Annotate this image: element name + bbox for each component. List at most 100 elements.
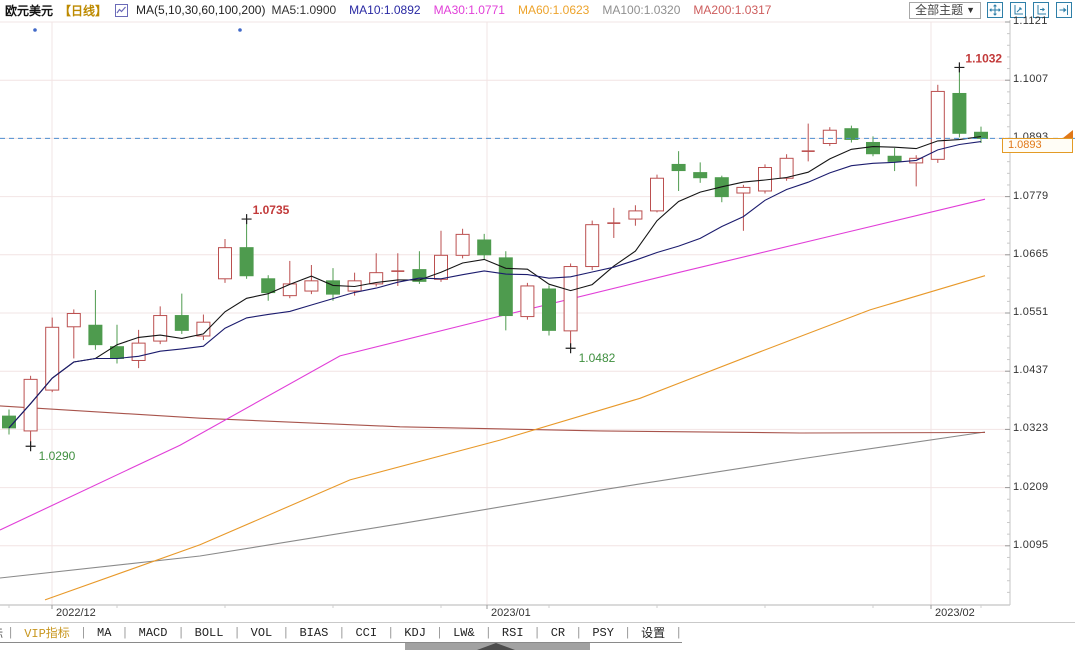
candle-down[interactable] [326, 280, 340, 295]
tab-BIAS[interactable]: BIAS [299, 625, 329, 640]
y-axis-label: 1.1121 [1013, 15, 1048, 27]
candle-up[interactable] [45, 326, 60, 391]
legend-bar: 欧元美元 【日线】 MA(5,10,30,60,100,200) MA5:1.0… [0, 0, 1075, 20]
collapse-right-icon [1059, 5, 1068, 15]
candle-down[interactable] [261, 278, 276, 294]
candle-up[interactable] [585, 224, 600, 268]
tab-separator: | [121, 625, 129, 640]
candle-down[interactable] [239, 247, 254, 277]
tab-PSY[interactable]: PSY [592, 625, 614, 640]
tab-RSI[interactable]: RSI [501, 625, 524, 640]
x-axis-label: 2023/01 [491, 607, 531, 619]
candle-up[interactable] [304, 280, 319, 292]
tab-separator: | [533, 625, 541, 640]
taskbar-peek[interactable] [405, 643, 590, 650]
theme-dropdown-label: 全部主题 [915, 2, 964, 17]
candle-up[interactable] [66, 313, 81, 328]
candle-up[interactable] [628, 210, 643, 220]
tab-separator: | [484, 625, 492, 640]
tab-separator: | [387, 625, 395, 640]
candle-down[interactable] [952, 92, 967, 134]
tab-separator: | [7, 625, 15, 640]
candle-up[interactable] [563, 266, 578, 332]
candle-down[interactable] [174, 315, 189, 331]
tab-MA[interactable]: MA [97, 625, 112, 640]
ma5-line [8, 136, 982, 429]
up-arrow-icon [477, 643, 515, 650]
tab-CR[interactable]: CR [550, 625, 566, 640]
ma-legend-item: MA5:1.0900 [271, 3, 337, 17]
candle-down[interactable] [498, 257, 513, 317]
tab-separator: | [575, 625, 583, 640]
tab-KDJ[interactable]: KDJ [404, 625, 426, 640]
y-axis-label: 1.0665 [1013, 247, 1049, 260]
candle-up[interactable] [650, 177, 664, 212]
candle-down[interactable] [866, 141, 880, 155]
indicator-tab-bar: 标|VIP指标|MA|MACD|BOLL|VOL|BIAS|CCI|KDJ|LW… [0, 622, 1075, 643]
collapse-panel-button[interactable] [1056, 2, 1072, 18]
candle-up[interactable] [736, 186, 751, 194]
ma-legend: MA5:1.0900 MA10:1.0892 MA30:1.0771 MA60:1.0… [271, 3, 771, 17]
candle-up[interactable] [822, 129, 837, 145]
tab-separator: | [79, 625, 88, 640]
clipped-tab-glyph: 标 [0, 625, 7, 641]
tab-CCI[interactable]: CCI [355, 625, 378, 640]
last-price-badge: 1.0893 [1002, 138, 1073, 153]
annotation-low-label: 1.0482 [579, 351, 616, 365]
y-axis-label: 1.0551 [1013, 306, 1049, 318]
y-axis-label: 1.0095 [1013, 538, 1049, 551]
candle-down[interactable] [477, 239, 492, 256]
tab-separator: | [623, 625, 632, 640]
candle-up[interactable] [153, 315, 168, 342]
tab-设置[interactable]: 设置 [641, 627, 666, 641]
candle-up[interactable] [218, 247, 232, 280]
tab-VIP指标[interactable]: VIP指标 [24, 627, 70, 641]
tab-VOL[interactable]: VOL [250, 625, 273, 640]
candle-down[interactable] [110, 346, 124, 359]
candle-down[interactable] [542, 288, 556, 331]
y-axis-label: 1.0209 [1013, 480, 1049, 493]
y-axis-scale-button[interactable] [1010, 2, 1026, 18]
candle-up[interactable] [369, 272, 384, 285]
candle-down[interactable] [693, 172, 708, 179]
candle-down[interactable] [88, 324, 103, 346]
ma-legend-item: MA30:1.0771 [433, 3, 505, 17]
candle-down[interactable] [671, 163, 686, 172]
tab-separator: | [177, 625, 185, 640]
tab-separator: | [282, 625, 290, 640]
theme-dropdown-button[interactable]: 全部主题 ▼ [909, 1, 981, 19]
candle-down[interactable] [844, 128, 859, 140]
candle-up[interactable] [282, 283, 297, 297]
candle-up[interactable] [131, 342, 146, 361]
tab-separator: | [675, 625, 683, 640]
ma-legend-item: MA60:1.0623 [517, 3, 590, 17]
x-axis-pan-icon [1037, 5, 1046, 15]
candle-up[interactable] [434, 254, 448, 280]
tab-separator: | [233, 625, 241, 640]
tab-MACD[interactable]: MACD [138, 625, 168, 640]
candle-up[interactable] [196, 321, 211, 337]
candle-down[interactable] [412, 269, 427, 282]
event-dot [238, 28, 242, 32]
candle-up[interactable] [23, 378, 38, 432]
candle-up[interactable] [779, 157, 794, 179]
extreme-cross-marker [25, 441, 36, 452]
ma200-line [0, 405, 986, 434]
ma-group-label: MA(5,10,30,60,100,200) [136, 3, 266, 17]
candle-up[interactable] [520, 285, 535, 318]
event-dot [33, 28, 37, 32]
ma-legend-item: MA100:1.0320 [602, 3, 681, 17]
chart-type-icon[interactable] [115, 3, 129, 17]
x-axis-pan-button[interactable] [1033, 2, 1049, 18]
tab-LW&[interactable]: LW& [453, 625, 475, 640]
tab-BOLL[interactable]: BOLL [194, 625, 224, 640]
period-label: 【日线】 [59, 3, 108, 18]
candle-up[interactable] [455, 233, 470, 256]
candle-down[interactable] [887, 155, 902, 162]
tab-separator: | [338, 625, 346, 640]
annotation-high-label: 1.1032 [965, 51, 1002, 65]
crosshair-button[interactable] [987, 2, 1003, 18]
ma10-line [8, 141, 982, 429]
